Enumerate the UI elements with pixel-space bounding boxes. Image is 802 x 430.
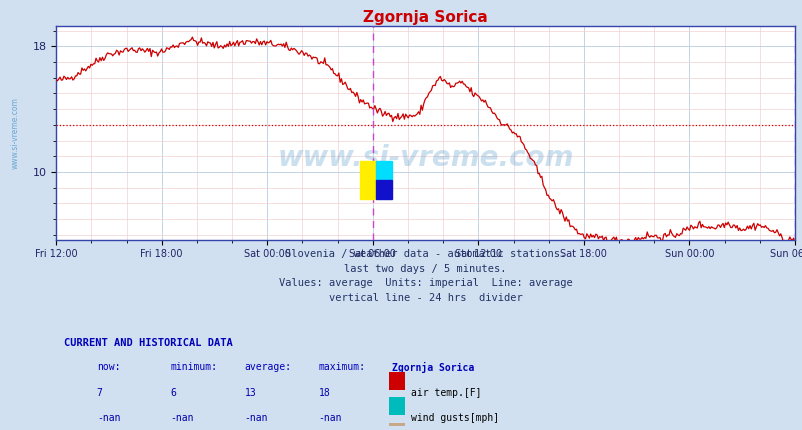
Bar	[388, 423, 404, 430]
Bar	[359, 161, 375, 199]
Bar	[375, 180, 391, 199]
Text: now:: now:	[97, 362, 120, 372]
Text: -nan: -nan	[245, 413, 268, 424]
Text: www.si-vreme.com: www.si-vreme.com	[11, 97, 20, 169]
Title: Zgornja Sorica: Zgornja Sorica	[363, 9, 488, 25]
Text: -nan: -nan	[171, 413, 194, 424]
Text: 13: 13	[245, 388, 256, 398]
Text: minimum:: minimum:	[171, 362, 217, 372]
Text: maximum:: maximum:	[318, 362, 365, 372]
Text: 18: 18	[318, 388, 330, 398]
Text: -nan: -nan	[318, 413, 342, 424]
Text: wind gusts[mph]: wind gusts[mph]	[411, 413, 498, 424]
Text: CURRENT AND HISTORICAL DATA: CURRENT AND HISTORICAL DATA	[63, 338, 232, 347]
Text: 6: 6	[171, 388, 176, 398]
Text: -nan: -nan	[97, 413, 120, 424]
Bar	[375, 161, 391, 180]
Bar	[388, 372, 404, 390]
Text: air temp.[F]: air temp.[F]	[411, 388, 480, 398]
Text: www.si-vreme.com: www.si-vreme.com	[277, 144, 573, 172]
Text: Slovenia / weather data - automatic stations.
last two days / 5 minutes.
Values:: Slovenia / weather data - automatic stat…	[278, 249, 572, 303]
Text: average:: average:	[245, 362, 291, 372]
Bar	[388, 397, 404, 415]
Text: Zgornja Sorica: Zgornja Sorica	[392, 362, 474, 373]
Text: 7: 7	[97, 388, 103, 398]
